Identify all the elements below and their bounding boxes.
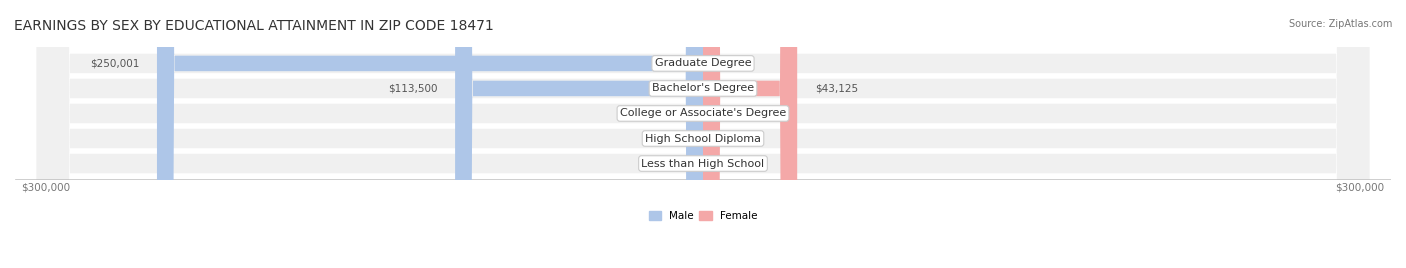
FancyBboxPatch shape [37,0,1369,268]
Text: Less than High School: Less than High School [641,159,765,169]
Text: $250,001: $250,001 [90,58,139,68]
Text: $0: $0 [664,133,676,143]
Text: Source: ZipAtlas.com: Source: ZipAtlas.com [1288,19,1392,29]
Text: $300,000: $300,000 [21,182,70,192]
Text: $0: $0 [730,58,742,68]
FancyBboxPatch shape [37,0,1369,268]
FancyBboxPatch shape [157,0,703,268]
Text: College or Associate's Degree: College or Associate's Degree [620,109,786,118]
Text: $0: $0 [730,159,742,169]
Text: EARNINGS BY SEX BY EDUCATIONAL ATTAINMENT IN ZIP CODE 18471: EARNINGS BY SEX BY EDUCATIONAL ATTAINMEN… [14,19,494,33]
FancyBboxPatch shape [703,0,797,268]
FancyBboxPatch shape [37,0,1369,268]
Text: $43,125: $43,125 [814,83,858,94]
Text: $300,000: $300,000 [1336,182,1385,192]
Text: $0: $0 [730,109,742,118]
Text: Bachelor's Degree: Bachelor's Degree [652,83,754,94]
Text: $0: $0 [664,109,676,118]
Text: $0: $0 [730,133,742,143]
FancyBboxPatch shape [37,0,1369,268]
Text: High School Diploma: High School Diploma [645,133,761,143]
Text: $113,500: $113,500 [388,83,437,94]
FancyBboxPatch shape [456,0,703,268]
FancyBboxPatch shape [37,0,1369,268]
Text: Graduate Degree: Graduate Degree [655,58,751,68]
Text: $0: $0 [664,159,676,169]
Legend: Male, Female: Male, Female [644,207,762,225]
